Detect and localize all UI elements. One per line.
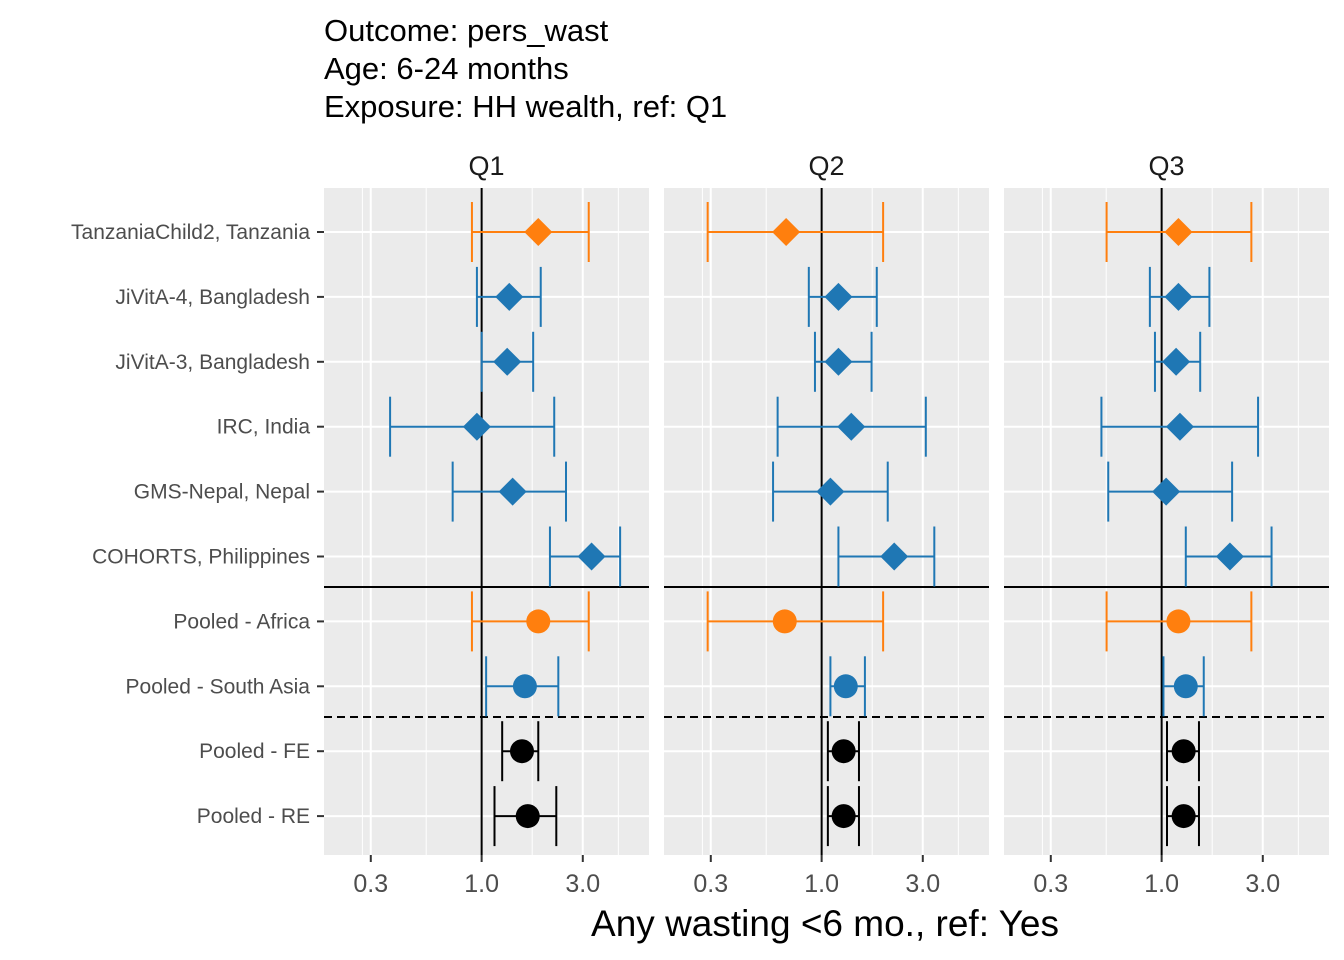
point-estimate-circle: [526, 609, 551, 634]
panel-background: [664, 188, 989, 855]
point-estimate-diamond: [824, 347, 853, 376]
chart-title-age: Age: 6-24 months: [324, 51, 569, 86]
x-tick-label: 0.3: [353, 870, 388, 898]
row-label: JiVitA-4, Bangladesh: [115, 286, 310, 309]
point-estimate-diamond: [824, 282, 853, 311]
point-estimate-circle: [772, 609, 797, 634]
point-estimate-circle: [1171, 739, 1196, 764]
point-estimate-diamond: [880, 542, 909, 571]
point-estimate-circle: [831, 739, 856, 764]
point-estimate-diamond: [1165, 412, 1194, 441]
panel-q3: Q3 0.3 1.0 3.0: [1004, 151, 1329, 898]
row-label: JiVitA-3, Bangladesh: [115, 351, 310, 374]
row-label: GMS-Nepal, Nepal: [134, 481, 310, 504]
point-estimate-diamond: [816, 477, 845, 506]
x-tick-label: 0.3: [693, 870, 728, 898]
strip-label-q2: Q2: [808, 151, 844, 181]
row-label: Pooled - FE: [199, 740, 310, 763]
x-tick-label: 0.3: [1033, 870, 1068, 898]
x-tick-label: 3.0: [565, 870, 600, 898]
point-estimate-diamond: [1164, 282, 1193, 311]
row-label: TanzaniaChild2, Tanzania: [71, 221, 310, 244]
point-estimate-diamond: [1162, 347, 1191, 376]
point-estimate-circle: [831, 804, 856, 829]
chart-title-outcome: Outcome: pers_wast: [324, 13, 609, 48]
x-tick-label: 1.0: [1144, 870, 1179, 898]
point-estimate-diamond: [498, 477, 527, 506]
row-labels: TanzaniaChild2, Tanzania JiVitA-4, Bangla…: [71, 221, 324, 828]
x-tick-label: 1.0: [464, 870, 499, 898]
panel-q2: Q2 0.3 1.0 3.0: [664, 151, 989, 898]
point-estimate-diamond: [462, 412, 491, 441]
row-label: COHORTS, Philippines: [92, 546, 310, 569]
panel-q1: Q1 0.3 1.0 3.0: [324, 151, 649, 898]
point-estimate-diamond: [1152, 477, 1181, 506]
chart-title-exposure: Exposure: HH wealth, ref: Q1: [324, 89, 727, 124]
row-label: Pooled - South Asia: [126, 675, 311, 698]
point-estimate-diamond: [493, 347, 522, 376]
facet-panels: Q1 0.3 1.0 3.0 Q2 0.3 1.0 3.0 Q3 0.3 1.0 3.0: [324, 151, 1329, 898]
x-tick-label: 3.0: [905, 870, 940, 898]
point-estimate-diamond: [1164, 218, 1193, 246]
strip-label-q3: Q3: [1148, 151, 1184, 181]
point-estimate-diamond: [524, 218, 553, 246]
row-label: Pooled - RE: [197, 805, 310, 828]
point-estimate-diamond: [837, 412, 866, 441]
point-estimate-circle: [512, 674, 537, 699]
point-estimate-diamond: [772, 218, 801, 246]
point-estimate-circle: [1173, 674, 1198, 699]
point-estimate-circle: [515, 804, 540, 829]
point-estimate-circle: [833, 674, 858, 699]
strip-label-q1: Q1: [468, 151, 504, 181]
x-axis-title: Any wasting <6 mo., ref: Yes: [591, 903, 1059, 944]
point-estimate-diamond: [577, 542, 606, 571]
point-estimate-circle: [1166, 609, 1191, 634]
row-label: IRC, India: [217, 416, 311, 439]
panel-background: [324, 188, 649, 855]
point-estimate-diamond: [495, 282, 524, 311]
point-estimate-circle: [1171, 804, 1196, 829]
x-tick-label: 1.0: [804, 870, 839, 898]
point-estimate-diamond: [1215, 542, 1244, 571]
row-label: Pooled - Africa: [173, 610, 310, 633]
x-tick-label: 3.0: [1245, 870, 1280, 898]
point-estimate-circle: [509, 739, 534, 764]
